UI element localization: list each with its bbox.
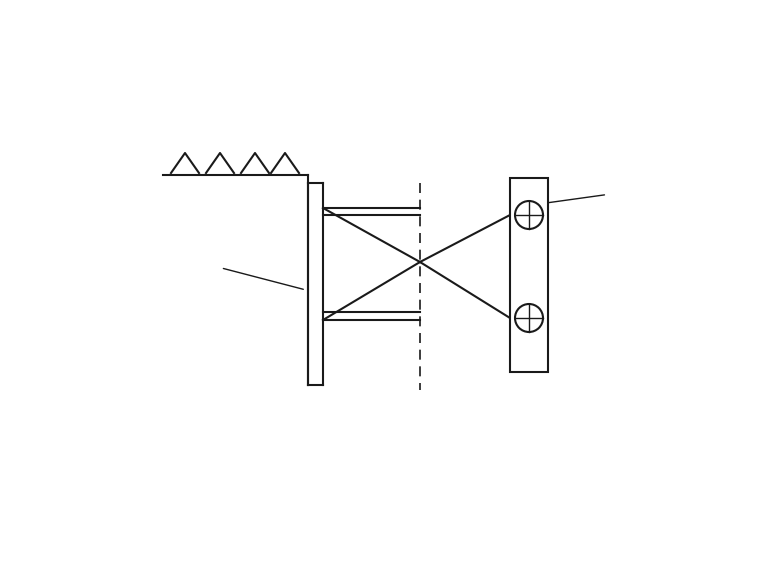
Circle shape: [515, 304, 543, 332]
Text: 撑板: 撑板: [195, 265, 303, 289]
Text: 撑板: 撑板: [549, 192, 641, 203]
Circle shape: [515, 201, 543, 229]
Bar: [510, 178, 548, 372]
